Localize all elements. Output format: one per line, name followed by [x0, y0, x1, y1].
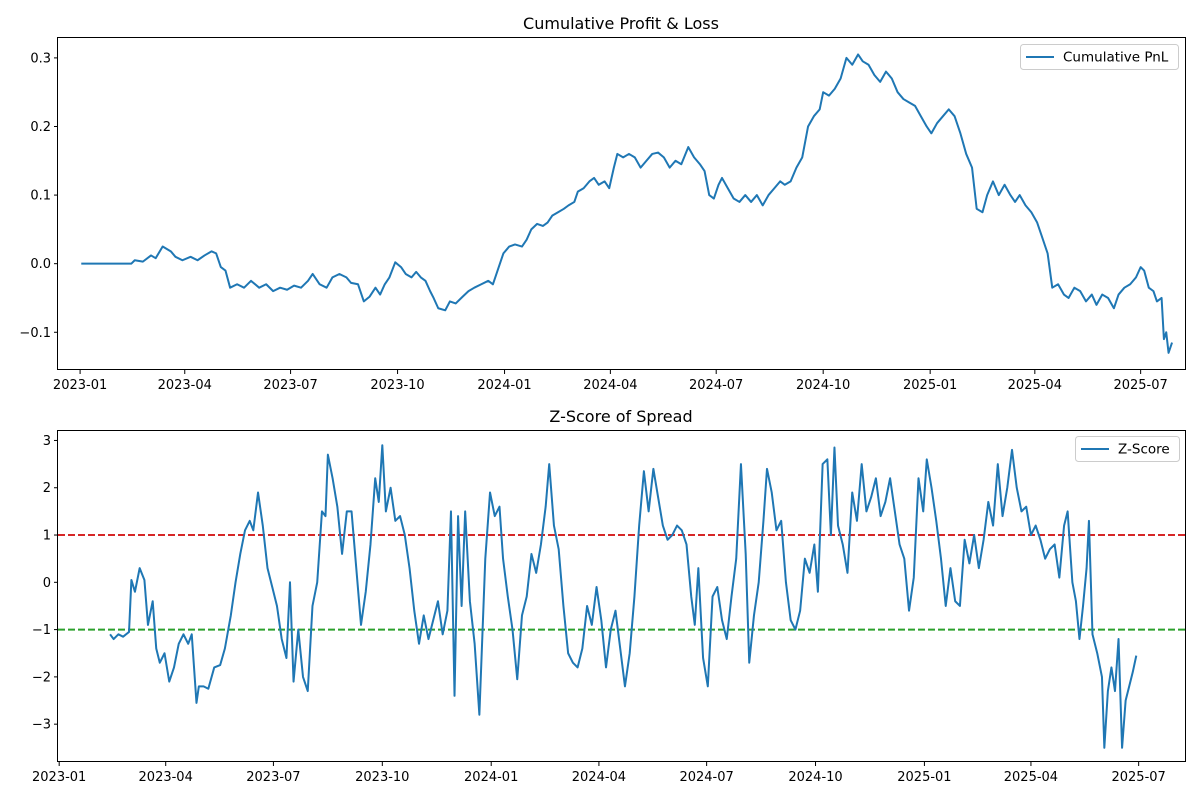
zscore-legend-box	[1075, 436, 1180, 462]
pnl-y-tick-label: 0.0	[30, 257, 51, 272]
pnl-legend-label: Cumulative PnL	[1063, 50, 1169, 66]
pnl-x-tick-label: 2024-10	[796, 378, 850, 393]
zscore-x-tick-label: 2025-07	[1111, 770, 1165, 785]
pnl-series	[81, 53, 1173, 354]
zscore-y-tick-label: 3	[43, 434, 51, 449]
zscore-x-tick-label: 2025-01	[897, 770, 951, 785]
pnl-legend: Cumulative PnL	[1020, 44, 1179, 70]
pnl-x-tick-label: 2024-04	[583, 378, 637, 393]
zscore-legend: Z-Score	[1075, 436, 1180, 462]
zscore-x-tick-label: 2023-07	[246, 770, 300, 785]
zscore-y-tick-label: 2	[43, 481, 51, 496]
zscore-legend-label: Z-Score	[1118, 442, 1170, 458]
zscore-y-tick-label: 1	[43, 529, 51, 544]
pnl-x-tick-label: 2024-07	[689, 378, 743, 393]
zscore-y-tick-label: −3	[32, 718, 51, 733]
zscore-y-tick-label: −1	[32, 623, 51, 638]
zscore-plot-frame	[57, 430, 1186, 762]
pnl-x-tick-label: 2025-07	[1113, 378, 1167, 393]
pnl-chart: Cumulative Profit & Loss 2023-01 2023-04 2…	[19, 14, 1186, 393]
pnl-y-tick-label: 0.1	[30, 189, 51, 204]
pnl-x-tick-label: 2025-01	[903, 378, 957, 393]
pnl-x-tick-label: 2025-04	[1008, 378, 1062, 393]
pnl-plot-frame	[57, 37, 1186, 370]
pnl-axes: 2023-01 2023-04 2023-07 2023-10 2024-01 2024-…	[19, 51, 1167, 393]
pnl-x-tick-label: 2023-04	[158, 378, 212, 393]
zscore-y-tick-label: 0	[43, 576, 51, 591]
zscore-x-tick-label: 2024-01	[464, 770, 518, 785]
pnl-y-tick-label: 0.3	[30, 51, 51, 66]
zscore-series-line	[109, 444, 1138, 749]
zscore-chart-title: Z-Score of Spread	[549, 407, 692, 426]
pnl-chart-title: Cumulative Profit & Loss	[523, 14, 719, 33]
zscore-x-tick-label: 2023-04	[139, 770, 193, 785]
pnl-legend-box	[1020, 44, 1179, 70]
zscore-chart: Z-Score of Spread 2023-01 2023-04 2023-07 2…	[32, 407, 1186, 785]
pnl-y-tick-label: 0.2	[30, 120, 51, 135]
pnl-x-tick-label: 2023-07	[263, 378, 317, 393]
zscore-x-tick-label: 2023-10	[355, 770, 409, 785]
pnl-x-tick-label: 2024-01	[477, 378, 531, 393]
zscore-series	[109, 444, 1138, 749]
pnl-y-tick-label: −0.1	[19, 326, 51, 341]
zscore-x-tick-label: 2025-04	[1004, 770, 1058, 785]
zscore-x-tick-label: 2024-04	[572, 770, 626, 785]
pnl-x-tick-label: 2023-01	[53, 378, 107, 393]
zscore-axes: 2023-01 2023-04 2023-07 2023-10 2024-01 2024-…	[32, 434, 1166, 785]
zscore-x-tick-label: 2024-07	[679, 770, 733, 785]
pnl-x-tick-label: 2023-10	[370, 378, 424, 393]
zscore-y-tick-label: −2	[32, 670, 51, 685]
zscore-reference-lines	[58, 534, 1186, 631]
zscore-x-tick-label: 2023-01	[32, 770, 86, 785]
pnl-series-line	[81, 53, 1173, 354]
zscore-x-tick-label: 2024-10	[788, 770, 842, 785]
